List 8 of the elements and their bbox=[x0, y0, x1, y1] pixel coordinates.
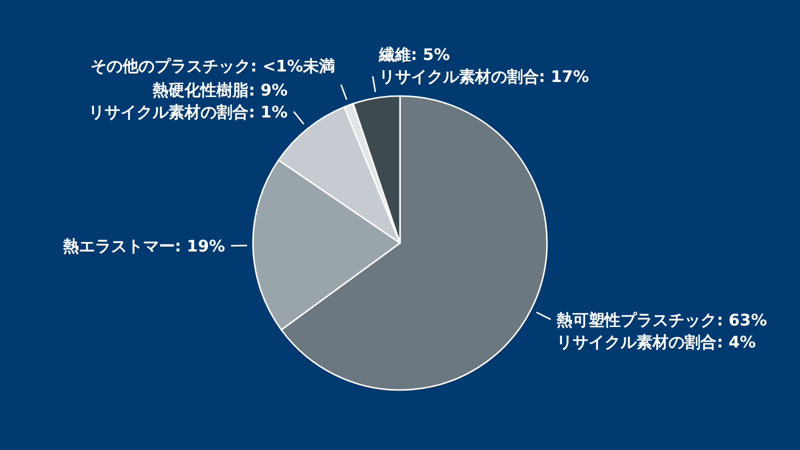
slice-label: 熱エラストマー: 19% bbox=[62, 236, 226, 256]
slice-label: 熱可塑性プラスチック: 63% bbox=[556, 310, 767, 330]
slice-label: リサイクル素材の割合: 1% bbox=[88, 102, 288, 122]
slice-label: その他のプラスチック: <1%未満 bbox=[90, 56, 336, 76]
slice-label: 繊維: 5% bbox=[378, 45, 450, 64]
slice-label: 熱硬化性樹脂: 9% bbox=[152, 80, 288, 100]
slice-label: リサイクル素材の割合: 4% bbox=[556, 332, 756, 352]
slice-label: リサイクル素材の割合: 17% bbox=[378, 67, 590, 86]
